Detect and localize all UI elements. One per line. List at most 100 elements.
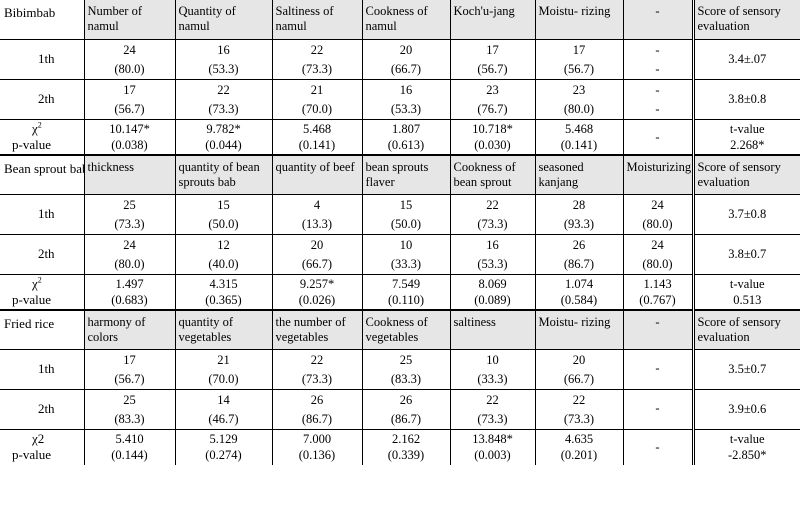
cell-percent: (50.0): [390, 216, 422, 231]
cell-count: 22: [572, 392, 586, 407]
table-cell: 24 (80.0): [83, 39, 175, 79]
statistic-score-cell: t-value -2.850*: [691, 428, 800, 465]
table-cell: 25 (83.3): [83, 388, 175, 429]
table-cell: 16 (53.3): [449, 233, 535, 274]
cell-percent: (50.0): [208, 216, 239, 231]
p-value: (0.584): [560, 292, 598, 307]
cell-count: 22: [486, 197, 499, 212]
chi-square-label: χ2 p-value: [0, 273, 84, 310]
table-row: 2th 17 (56.7) 22 (73.3) 21 (70.0) 16 (53.3) 23 (76…: [0, 78, 800, 119]
column-header: Moistu- rizing: [534, 0, 623, 40]
score-cell: 3.4±.07: [691, 39, 800, 79]
statistic-cell: 10.718* (0.030): [449, 118, 535, 155]
table-cell: 25 (83.3): [361, 349, 450, 389]
column-header: Moisturizing: [622, 154, 693, 195]
p-value-label: p-value: [12, 291, 51, 307]
cell-percent: (56.7): [477, 61, 508, 76]
chi-square-value: 10.718*: [472, 121, 513, 136]
cell-count: 20: [572, 352, 586, 367]
p-value: (0.003): [474, 448, 511, 463]
table-cell: 17 (56.7): [83, 349, 175, 389]
column-header: bean sprouts flaver: [361, 154, 450, 195]
cell-percent: (83.3): [390, 371, 422, 386]
chi-superscript: 2: [37, 120, 42, 130]
table-cell: 24 (80.0): [622, 194, 693, 234]
cell-percent: (80.0): [642, 216, 673, 231]
table-cell: 17 (56.7): [83, 78, 175, 119]
cell-percent: (53.3): [208, 61, 239, 76]
cell-percent: (46.7): [208, 411, 239, 426]
statistic-score-cell: t-value 0.513: [691, 273, 800, 310]
cell-count: 21: [217, 352, 230, 367]
cell-count: 10: [399, 237, 413, 252]
statistic-cell: -: [622, 118, 693, 155]
score-cell: 3.9±0.6: [691, 388, 800, 429]
chi-symbol: χ2: [32, 431, 45, 447]
statistic-cell: 5.410 (0.144): [83, 428, 175, 465]
p-value: (0.110): [388, 292, 424, 307]
cell-percent: (66.7): [390, 61, 422, 76]
p-value: (0.201): [560, 448, 598, 463]
section-name: Bibimbab: [0, 0, 84, 40]
table-cell: --: [622, 78, 693, 119]
row-label: 2th: [0, 233, 84, 274]
cell-percent: (80.0): [114, 61, 145, 76]
column-header: Koch'u-jang: [449, 0, 535, 40]
sensory-evaluation-table: Bibimbab Number of namul Quantity of namul…: [0, 0, 800, 465]
score-cell: 3.7±0.8: [691, 194, 800, 234]
column-header: -: [622, 309, 693, 350]
table-cell: 22 (73.3): [174, 78, 272, 119]
column-header: harmony of colors: [83, 309, 175, 350]
cell-count: 24: [651, 237, 664, 252]
cell-count: 20: [310, 237, 324, 252]
table-cell: 20 (66.7): [534, 349, 623, 389]
statistic-cell: 2.162 (0.339): [361, 428, 450, 465]
column-header: quantity of vegetables: [174, 309, 272, 350]
column-header: the number of vegetables: [271, 309, 362, 350]
cell-percent: (66.7): [301, 256, 333, 271]
cell-count: 17: [486, 42, 499, 57]
cell-percent: (33.3): [390, 256, 422, 271]
cell-percent: (73.3): [301, 61, 333, 76]
table-cell: 22 (73.3): [449, 388, 535, 429]
chi-square-value: 4.635: [564, 432, 594, 447]
cell-percent: (70.0): [208, 371, 239, 386]
cell-count: -: [655, 360, 660, 375]
section-header-row: Fried rice harmony of colors quantity of v…: [0, 309, 800, 350]
cell-percent: (73.3): [301, 371, 333, 386]
cell-count: 26: [399, 392, 413, 407]
cell-percent: (86.7): [563, 256, 595, 271]
p-value-label: p-value: [12, 447, 51, 463]
p-value: (0.683): [111, 292, 148, 307]
cell-count: 21: [310, 82, 324, 97]
table-cell: 28 (93.3): [534, 194, 623, 234]
cell-percent: (86.7): [301, 411, 333, 426]
section-name: Bean sprout bab: [0, 154, 84, 195]
p-value: (0.365): [205, 292, 242, 307]
statistic-cell: 7.000 (0.136): [271, 428, 362, 465]
cell-count: 10: [486, 352, 499, 367]
p-value: (0.141): [298, 137, 336, 152]
column-header: Moistu- rizing: [534, 309, 623, 350]
table-cell: --: [622, 39, 693, 79]
score-cell: 3.8±0.8: [691, 78, 800, 119]
table-cell: 26 (86.7): [361, 388, 450, 429]
chi-symbol: χ: [32, 275, 38, 291]
cell-count: 15: [399, 197, 413, 212]
chi-square-value: 9.257*: [299, 276, 335, 291]
column-header: quantity of bean sprouts bab: [174, 154, 272, 195]
p-value: (0.038): [111, 137, 148, 152]
table-row: 1th 25 (73.3) 15 (50.0) 4 (13.3) 15 (50.0) 22 (73.…: [0, 194, 800, 234]
column-header: Cookness of vegetables: [361, 309, 450, 350]
score-column-header: Score of sensory evaluation: [691, 0, 800, 40]
row-label: 1th: [37, 206, 55, 221]
table-cell: 24 (80.0): [622, 233, 693, 274]
cell-count: 26: [572, 237, 586, 252]
cell-count: 23: [486, 82, 499, 97]
score-cell: 3.5±0.7: [691, 349, 800, 389]
statistic-cell: 5.468 (0.141): [271, 118, 362, 155]
table-cell: 16 (53.3): [174, 39, 272, 79]
score-column-header: Score of sensory evaluation: [691, 154, 800, 195]
p-value: (0.339): [387, 448, 425, 463]
cell-count: 16: [486, 237, 499, 252]
